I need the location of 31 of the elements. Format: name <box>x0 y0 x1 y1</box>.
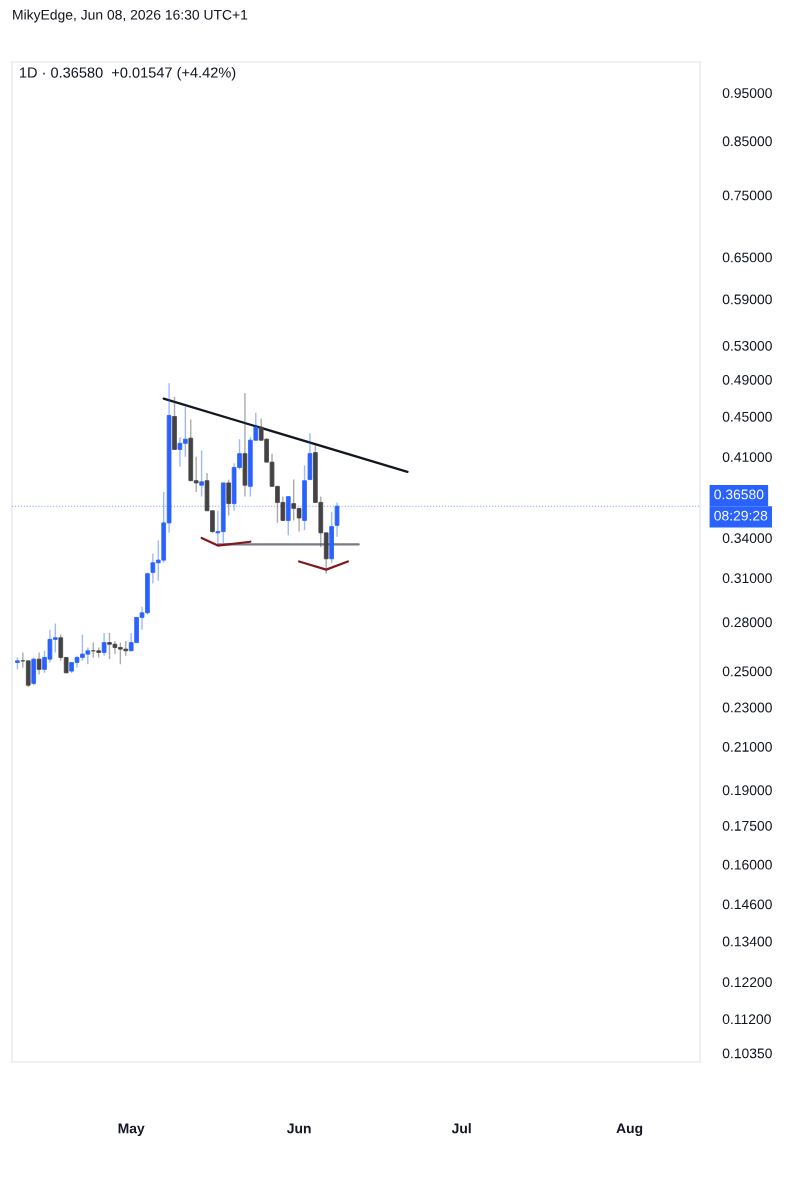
text: 08:29:28 <box>714 510 768 521</box>
y-tick-label: 0.16000 <box>722 859 772 870</box>
y-tick-label: 0.49000 <box>722 374 772 385</box>
y-tick-label: 0.10350 <box>722 1048 772 1059</box>
y-tick-label: 0.75000 <box>722 190 772 201</box>
y-tick-label: 0.11200 <box>722 1014 771 1025</box>
y-tick-label: 0.17500 <box>722 820 772 831</box>
ref-line-label: 0.36580 <box>714 489 764 500</box>
chart-title: 1D · 0.36580 +0.01547 (+4.42%) <box>19 67 236 81</box>
x-tick-label: Aug <box>616 1123 643 1137</box>
y-tick-label: 0.53000 <box>722 340 772 351</box>
y-tick-label: 0.12200 <box>722 977 772 988</box>
x-tick-label: Jun <box>286 1123 311 1134</box>
y-tick-label: 0.31000 <box>722 573 772 584</box>
x-tick-label: May <box>118 1123 145 1137</box>
y-tick-label: 0.41000 <box>722 452 772 462</box>
y-tick-label: 0.21000 <box>722 741 772 752</box>
y-tick-label: 0.13400 <box>722 936 772 947</box>
y-tick-label: 0.23000 <box>722 702 772 713</box>
y-tick-label: 0.28000 <box>722 617 772 628</box>
y-tick-label: 0.25000 <box>722 666 772 677</box>
text: MikyEdge, Jun 08, 2026 16:30 UTC+1 <box>13 9 248 23</box>
y-tick-label: 0.65000 <box>722 252 772 263</box>
y-tick-label: 0.45000 <box>722 411 772 422</box>
y-tick-label: 0.95000 <box>722 88 772 98</box>
y-tick-label: 0.19000 <box>722 785 772 796</box>
y-tick-label: 0.34000 <box>722 533 772 544</box>
x-tick-label: Jul <box>451 1123 471 1134</box>
y-tick-label: 0.85000 <box>722 136 772 147</box>
y-tick-label: 0.14600 <box>722 899 772 910</box>
y-tick-label: 0.59000 <box>722 294 772 305</box>
